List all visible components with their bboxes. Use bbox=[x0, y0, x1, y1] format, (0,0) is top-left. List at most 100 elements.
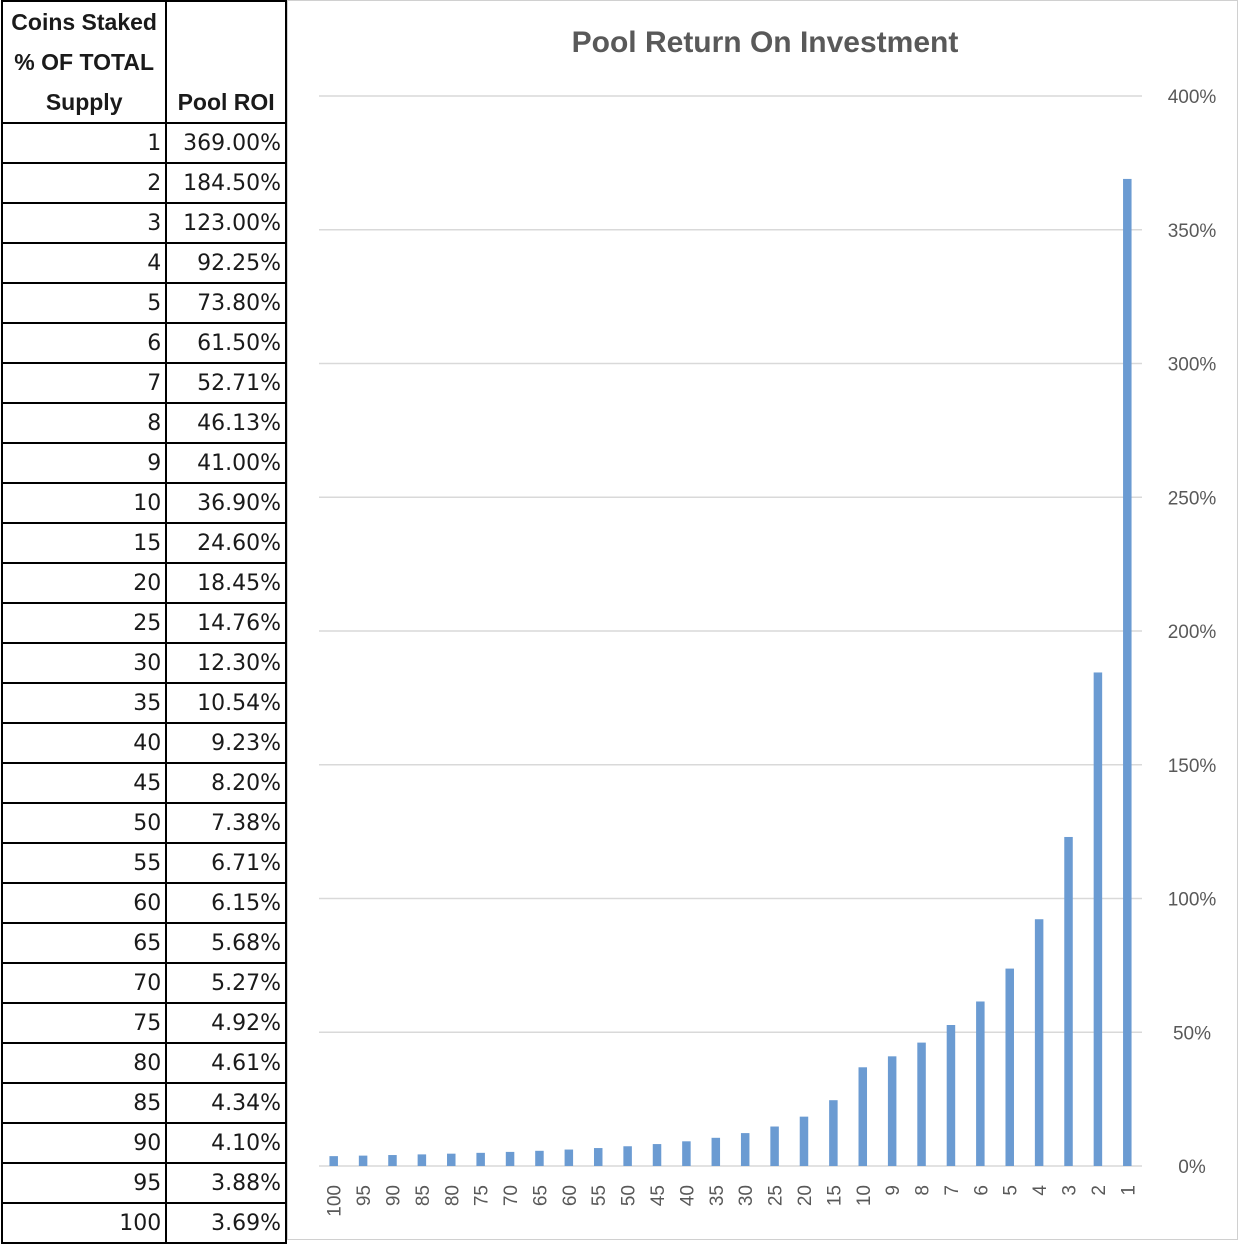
bar-40 bbox=[682, 1141, 691, 1166]
table-row: 50 7.38% bbox=[0, 802, 287, 844]
cell-pool-roi: 4.61% bbox=[165, 1042, 287, 1084]
x-tick-label: 20 bbox=[795, 1185, 816, 1206]
bar-20 bbox=[799, 1116, 809, 1166]
cell-coins-staked: 85 bbox=[0, 1082, 168, 1124]
table-row: 7 52.71% bbox=[0, 362, 287, 404]
bar-100 bbox=[329, 1156, 338, 1166]
cell-pool-roi: 184.50% bbox=[165, 162, 287, 204]
x-tick-label: 90 bbox=[383, 1185, 404, 1206]
table-row: 45 8.20% bbox=[0, 762, 287, 804]
x-tick-label: 35 bbox=[707, 1185, 728, 1206]
cell-coins-staked: 100 bbox=[0, 1202, 168, 1244]
table-row: 40 9.23% bbox=[0, 722, 287, 764]
cell-coins-staked: 40 bbox=[0, 722, 168, 764]
x-tick-labels: 100 95 90 85 80 75 70 65 60 55 50 45 40 35 30 25 20 15 10 9… bbox=[325, 1185, 1140, 1217]
x-tick-label: 9 bbox=[883, 1185, 904, 1196]
cell-coins-staked: 25 bbox=[0, 602, 168, 644]
cell-coins-staked: 95 bbox=[0, 1162, 168, 1204]
header-coins-staked: Coins Staked % OF TOTAL Supply bbox=[0, 0, 168, 124]
cell-coins-staked: 10 bbox=[0, 482, 168, 524]
cell-coins-staked: 75 bbox=[0, 1002, 168, 1044]
y-tick-label: 400% bbox=[1168, 87, 1217, 108]
cell-coins-staked: 50 bbox=[0, 802, 168, 844]
table-row: 3 123.00% bbox=[0, 202, 287, 244]
cell-pool-roi: 92.25% bbox=[165, 242, 287, 284]
bar-9 bbox=[887, 1056, 897, 1166]
cell-coins-staked: 90 bbox=[0, 1122, 168, 1164]
cell-coins-staked: 55 bbox=[0, 842, 168, 884]
x-tick-label: 75 bbox=[472, 1185, 493, 1206]
cell-coins-staked: 6 bbox=[0, 322, 168, 364]
table-row: 6 61.50% bbox=[0, 322, 287, 364]
x-tick-label: 7 bbox=[942, 1185, 963, 1196]
cell-pool-roi: 5.27% bbox=[165, 962, 287, 1004]
bar-85 bbox=[417, 1154, 427, 1166]
x-tick-label: 1 bbox=[1118, 1185, 1139, 1196]
cell-pool-roi: 6.15% bbox=[165, 882, 287, 924]
table-row: 8 46.13% bbox=[0, 402, 287, 444]
chart-title: Pool Return On Investment bbox=[572, 26, 959, 59]
x-tick-label: 6 bbox=[971, 1185, 992, 1196]
header-coins-staked-line: Coins Staked bbox=[11, 9, 157, 35]
cell-coins-staked: 9 bbox=[0, 442, 168, 484]
x-tick-label: 95 bbox=[354, 1185, 375, 1206]
x-tick-label: 3 bbox=[1060, 1185, 1081, 1196]
cell-pool-roi: 123.00% bbox=[165, 202, 287, 244]
table-row: 9 41.00% bbox=[0, 442, 287, 484]
bar-60 bbox=[564, 1149, 574, 1166]
table-row: 2 184.50% bbox=[0, 162, 287, 204]
cell-pool-roi: 4.92% bbox=[165, 1002, 287, 1044]
bar-30 bbox=[740, 1133, 750, 1166]
x-tick-label: 100 bbox=[325, 1185, 346, 1217]
bar-2 bbox=[1093, 672, 1103, 1166]
cell-pool-roi: 24.60% bbox=[165, 522, 287, 564]
table-row: 15 24.60% bbox=[0, 522, 287, 564]
x-tick-label: 55 bbox=[589, 1185, 610, 1206]
table-row: 30 12.30% bbox=[0, 642, 287, 684]
cell-coins-staked: 15 bbox=[0, 522, 168, 564]
cell-pool-roi: 61.50% bbox=[165, 322, 287, 364]
table-row: 60 6.15% bbox=[0, 882, 287, 924]
y-tick-label: 100% bbox=[1168, 890, 1217, 911]
y-tick-label: 0% bbox=[1178, 1157, 1206, 1178]
bar-80 bbox=[447, 1153, 456, 1166]
y-tick-labels: 0% 50% 100% 150% 200% 250% 300% 350% 400% bbox=[1168, 87, 1217, 1178]
cell-coins-staked: 2 bbox=[0, 162, 168, 204]
table-row: 65 5.68% bbox=[0, 922, 287, 964]
x-tick-label: 85 bbox=[413, 1185, 434, 1206]
table-row: 4 92.25% bbox=[0, 242, 287, 284]
header-coins-staked-line: % OF TOTAL bbox=[14, 49, 154, 75]
cell-pool-roi: 369.00% bbox=[165, 122, 287, 164]
bar-25 bbox=[770, 1126, 779, 1166]
table-row: 70 5.27% bbox=[0, 962, 287, 1004]
cell-pool-roi: 7.38% bbox=[165, 802, 287, 844]
x-tick-label: 8 bbox=[913, 1185, 934, 1196]
x-tick-label: 10 bbox=[854, 1185, 875, 1206]
cell-coins-staked: 60 bbox=[0, 882, 168, 924]
x-tick-label: 5 bbox=[1001, 1185, 1022, 1196]
table-row: 90 4.10% bbox=[0, 1122, 287, 1164]
data-table-panel: Coins Staked% OF TOTAL Supply Pool ROI 1 369… bbox=[0, 0, 287, 1244]
x-tick-label: 70 bbox=[501, 1185, 522, 1206]
cell-pool-roi: 6.71% bbox=[165, 842, 287, 884]
cell-pool-roi: 10.54% bbox=[165, 682, 287, 724]
cell-coins-staked: 45 bbox=[0, 762, 168, 804]
table-row: 35 10.54% bbox=[0, 682, 287, 724]
cell-pool-roi: 36.90% bbox=[165, 482, 287, 524]
table-row: 80 4.61% bbox=[0, 1042, 287, 1084]
bar-70 bbox=[505, 1151, 515, 1166]
bars bbox=[329, 178, 1132, 1167]
bar-95 bbox=[358, 1155, 368, 1166]
cell-pool-roi: 3.69% bbox=[165, 1202, 287, 1244]
cell-pool-roi: 46.13% bbox=[165, 402, 287, 444]
table-row: 100 3.69% bbox=[0, 1202, 287, 1244]
cell-coins-staked: 3 bbox=[0, 202, 168, 244]
roi-table: Coins Staked% OF TOTAL Supply Pool ROI 1 369… bbox=[0, 0, 287, 1244]
y-tick-label: 300% bbox=[1168, 355, 1217, 376]
cell-pool-roi: 4.34% bbox=[165, 1082, 287, 1124]
y-tick-label: 200% bbox=[1168, 622, 1217, 643]
x-tick-label: 4 bbox=[1030, 1185, 1051, 1196]
bar-8 bbox=[917, 1042, 926, 1166]
bar-6 bbox=[976, 1001, 985, 1166]
bar-55 bbox=[593, 1148, 603, 1166]
